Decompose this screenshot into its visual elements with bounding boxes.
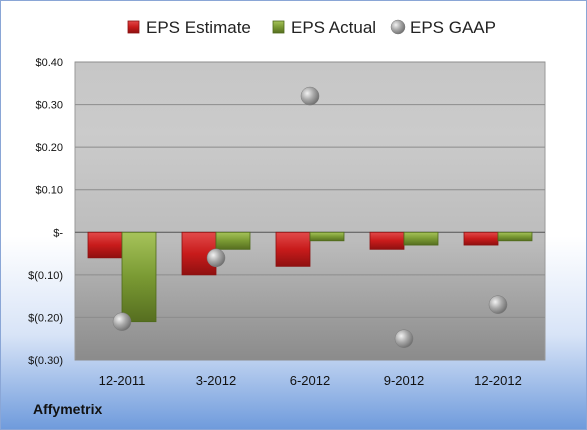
bar-eps-actual bbox=[215, 231, 251, 250]
bar-eps-actual bbox=[121, 231, 157, 323]
y-tick-label: $0.40 bbox=[35, 57, 63, 69]
y-tick-label: $- bbox=[53, 227, 63, 239]
x-tick-label: 9-2012 bbox=[384, 373, 424, 388]
x-tick-label: 3-2012 bbox=[196, 373, 236, 388]
x-tick-label: 6-2012 bbox=[290, 373, 330, 388]
bar-eps-actual bbox=[309, 231, 345, 242]
y-tick-label: $0.20 bbox=[35, 142, 63, 154]
y-tick-label: $(0.30) bbox=[28, 355, 63, 367]
company-name: Affymetrix bbox=[33, 401, 103, 417]
y-tick-label: $0.10 bbox=[35, 185, 63, 197]
legend-label: EPS Estimate bbox=[146, 18, 251, 37]
bar-eps-actual bbox=[403, 231, 439, 246]
y-tick-label: $(0.10) bbox=[28, 270, 63, 282]
bar-eps-estimate bbox=[275, 231, 311, 267]
legend-label: EPS Actual bbox=[291, 18, 376, 37]
y-tick-label: $0.30 bbox=[35, 100, 63, 112]
legend-swatch bbox=[272, 20, 285, 34]
marker-eps-gaap bbox=[112, 312, 132, 331]
marker-eps-gaap bbox=[488, 295, 508, 314]
y-tick-label: $(0.20) bbox=[28, 312, 63, 324]
bar-eps-estimate bbox=[463, 231, 499, 246]
x-tick-label: 12-2011 bbox=[99, 373, 146, 388]
legend-swatch bbox=[127, 20, 140, 34]
bar-eps-actual bbox=[497, 231, 533, 242]
marker-eps-gaap bbox=[394, 329, 414, 348]
bar-eps-estimate bbox=[369, 231, 405, 250]
marker-eps-gaap bbox=[300, 86, 320, 106]
legend-swatch bbox=[390, 19, 406, 35]
bar-eps-estimate bbox=[87, 231, 123, 259]
legend-label: EPS GAAP bbox=[410, 18, 496, 37]
marker-eps-gaap bbox=[206, 248, 226, 268]
x-tick-label: 12-2012 bbox=[474, 373, 522, 388]
